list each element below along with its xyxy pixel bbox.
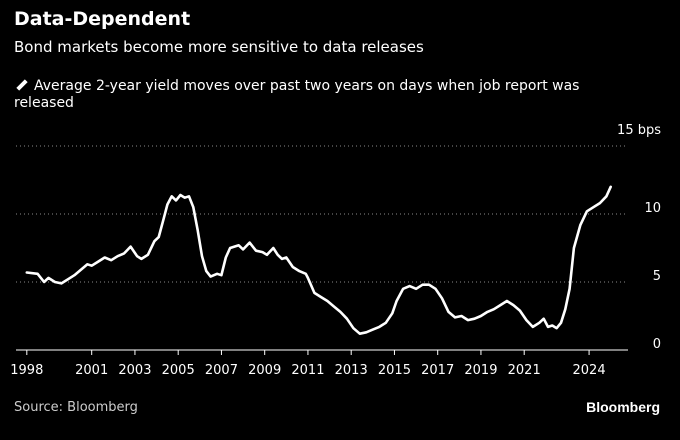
y-tick-label: 0 bbox=[653, 337, 661, 352]
legend-label: Average 2-year yield moves over past two… bbox=[14, 78, 580, 111]
x-tick-label: 2009 bbox=[248, 363, 281, 378]
y-tick-label: 15 bps bbox=[617, 123, 661, 138]
bloomberg-logo: Bloomberg bbox=[586, 399, 660, 415]
source-note: Source: Bloomberg bbox=[14, 400, 138, 415]
x-tick-label: 2007 bbox=[205, 363, 238, 378]
x-tick-label: 2024 bbox=[573, 363, 606, 378]
x-tick-label: 2011 bbox=[291, 363, 324, 378]
x-tick-label: 2019 bbox=[464, 363, 497, 378]
series-line-0 bbox=[25, 185, 613, 336]
chart-subtitle: Bond markets become more sensitive to da… bbox=[14, 38, 424, 56]
x-tick-label: 2005 bbox=[162, 363, 195, 378]
y-tick-label: 5 bbox=[653, 269, 661, 284]
x-tick-label: 2021 bbox=[508, 363, 541, 378]
x-tick-label: 2015 bbox=[378, 363, 411, 378]
x-tick-label: 2017 bbox=[421, 363, 454, 378]
x-tick-label: 2013 bbox=[335, 363, 368, 378]
legend: Average 2-year yield moves over past two… bbox=[14, 78, 634, 112]
x-tick-label: 2001 bbox=[75, 363, 108, 378]
y-tick-label: 10 bbox=[644, 201, 661, 216]
chart-title: Data-Dependent bbox=[14, 8, 191, 30]
x-tick-label: 2003 bbox=[118, 363, 151, 378]
x-tick-label: 1998 bbox=[10, 363, 43, 378]
